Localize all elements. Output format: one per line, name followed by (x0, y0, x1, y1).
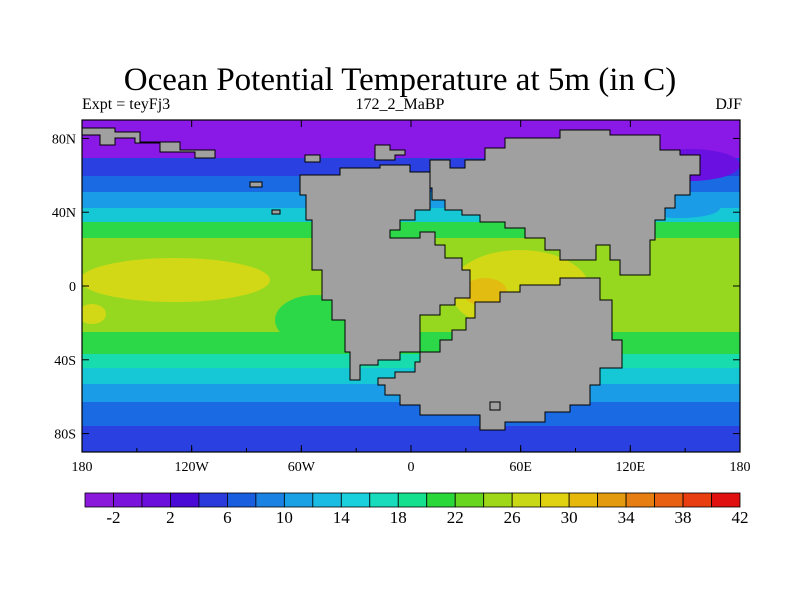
y-tick-label: 40S (54, 354, 76, 369)
colorbar-swatch (711, 492, 741, 508)
landmass-small-island-north (304, 154, 321, 163)
y-axis: 80N 40N 0 40S 80S (52, 132, 740, 443)
landmass-small-island-west (249, 181, 263, 188)
colorbar-label: 2 (166, 508, 175, 527)
y-tick-label: 80N (52, 132, 76, 147)
y-tick-label: 40N (52, 206, 76, 221)
colorbar-swatch (568, 492, 599, 508)
y-tick-label: 0 (69, 280, 76, 295)
season-label: DJF (715, 96, 742, 113)
landmass-americas (299, 164, 471, 381)
colorbar-swatch (511, 492, 542, 508)
colorbar-label: 18 (390, 508, 407, 527)
chart-title: Ocean Potential Temperature at 5m (in C) (123, 62, 677, 98)
colorbar-swatch (141, 492, 171, 508)
colorbar-label: 6 (223, 508, 232, 527)
colorbar-swatch (198, 492, 228, 508)
colorbar-swatch (84, 492, 114, 508)
colorbar-label: 10 (276, 508, 293, 527)
colorbar-label: 34 (618, 508, 636, 527)
warm-pool-west (82, 258, 270, 302)
landmass-gondwana (377, 277, 623, 431)
period-label: 172_2_MaBP (355, 96, 445, 113)
landmass-small-island-mid (271, 209, 281, 215)
x-tick-label: 120E (616, 460, 646, 475)
colorbar-label: 14 (333, 508, 351, 527)
band-blue-south (82, 402, 740, 430)
colorbar-swatch (682, 492, 712, 508)
x-tick-label: 60E (509, 460, 532, 475)
x-tick-label: 60W (288, 460, 316, 475)
colorbar-label: 42 (732, 508, 749, 527)
colorbar-label: 26 (504, 508, 521, 527)
colorbar-label: 22 (447, 508, 464, 527)
colorbar-swatch (283, 492, 314, 508)
colorbar-swatch (483, 492, 513, 508)
colorbar-label: 30 (561, 508, 578, 527)
x-tick-label: 180 (72, 460, 93, 475)
landmass-eurasia (429, 129, 701, 276)
colorbar-swatch (454, 492, 485, 508)
colorbar-swatch (255, 492, 285, 508)
colorbar: -2 2 6 10 14 18 22 26 30 34 38 42 (84, 492, 749, 527)
colorbar-swatch (312, 492, 342, 508)
warm-spot-far-west (82, 304, 106, 324)
colorbar-swatch (540, 492, 570, 508)
experiment-label: Expt = teyFj3 (82, 96, 171, 113)
colorbar-swatch (113, 492, 143, 508)
landmass-north-arctic (81, 127, 216, 159)
colorbar-swatch (369, 492, 399, 508)
landmass-antarctic-fragment (489, 401, 501, 411)
x-tick-label: 0 (408, 460, 415, 475)
landmass-arctic-island (374, 144, 406, 161)
colorbar-swatch (397, 492, 428, 508)
colorbar-swatch (426, 492, 456, 508)
colorbar-swatch (340, 492, 371, 508)
colorbar-swatch (226, 492, 257, 508)
x-axis: 180 120W 60W 0 60E 120E 180 (72, 120, 751, 475)
colorbar-swatch (625, 492, 655, 508)
colorbar-swatch (170, 492, 200, 508)
y-tick-label: 80S (54, 428, 76, 443)
colorbar-swatch (654, 492, 684, 508)
land-masses (81, 127, 701, 431)
colorbar-swatch (597, 492, 627, 508)
colorbar-label: -2 (106, 508, 120, 527)
colorbar-label: 38 (675, 508, 692, 527)
x-tick-label: 180 (730, 460, 751, 475)
hot-spot-tethys (463, 278, 507, 306)
x-tick-label: 120W (175, 460, 210, 475)
